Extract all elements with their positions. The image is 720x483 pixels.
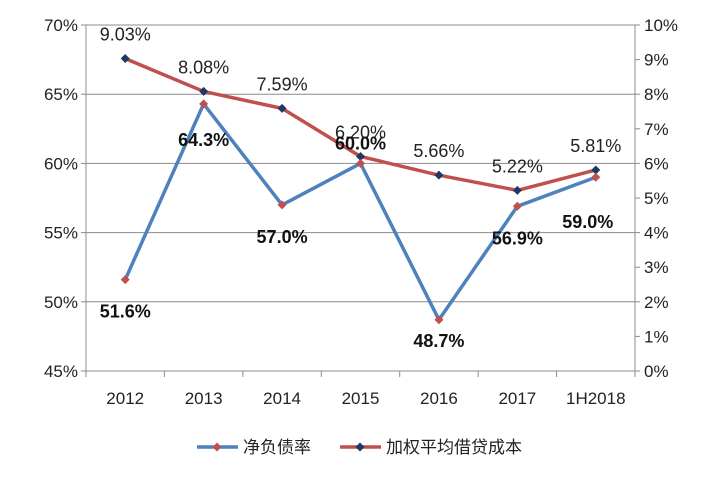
borrowing-cost-marker [591, 165, 601, 175]
legend-label-net-debt-ratio: 净负债率 [243, 438, 311, 457]
left-tick-label: 50% [44, 293, 78, 312]
x-axis-ticks: 2012 2013 2014 2015 2016 2017 1H2018 [85, 371, 636, 408]
right-tick-label: 10% [644, 16, 678, 35]
net-debt-ratio-marker [591, 172, 601, 182]
series-layer [120, 54, 601, 325]
left-tick-label: 55% [44, 224, 78, 243]
left-tick-label: 65% [44, 85, 78, 104]
x-tick-label: 2017 [498, 389, 536, 408]
left-tick-label: 70% [44, 16, 78, 35]
borrowing-cost-label: 9.03% [100, 25, 151, 45]
x-tick-label: 2013 [185, 389, 223, 408]
right-tick-label: 3% [644, 258, 669, 277]
net-debt-ratio-label: 57.0% [257, 227, 308, 247]
borrowing-cost-marker [199, 86, 209, 96]
net-debt-ratio-label: 48.7% [413, 331, 464, 351]
x-tick-label: 2016 [420, 389, 458, 408]
borrowing-cost-marker [120, 54, 130, 64]
right-tick-label: 8% [644, 85, 669, 104]
net-debt-ratio-marker [277, 200, 287, 210]
legend: 净负债率 加权平均借贷成本 [197, 438, 522, 457]
data-labels: 9.03% 8.08% 7.59% 6.20% 5.66% 5.22% 5.81% 51.6%… [100, 25, 622, 351]
borrowing-cost-label: 5.22% [492, 156, 543, 176]
borrowing-cost-label: 8.08% [178, 57, 229, 77]
right-tick-label: 6% [644, 154, 669, 173]
x-tick-label: 1H2018 [566, 389, 626, 408]
net-debt-ratio-marker [120, 275, 130, 285]
legend-label-borrowing-cost: 加权平均借贷成本 [386, 438, 522, 457]
left-axis-ticks: 45% 50% 55% 60% 65% 70% [44, 16, 86, 381]
left-tick-label: 45% [44, 362, 78, 381]
borrowing-cost-marker [356, 151, 365, 161]
right-tick-label: 9% [644, 51, 669, 70]
right-tick-label: 0% [644, 362, 669, 381]
right-tick-label: 4% [644, 224, 669, 243]
legend-marker-net-debt-ratio [212, 442, 222, 452]
right-tick-label: 2% [644, 293, 669, 312]
borrowing-cost-label: 6.20% [335, 122, 386, 142]
net-debt-ratio-marker [199, 99, 209, 109]
right-axis-ticks: 0% 1% 2% 3% 4% 5% 6% 7% 8% 9% 10% [635, 16, 678, 381]
right-tick-label: 7% [644, 120, 669, 139]
left-tick-label: 60% [44, 154, 78, 173]
net-debt-ratio-marker [512, 201, 522, 211]
net-debt-ratio-label: 60.0% [335, 133, 386, 153]
net-debt-ratio-marker [356, 158, 365, 168]
legend-marker-borrowing-cost [355, 442, 365, 452]
borrowing-cost-label: 5.81% [570, 136, 621, 156]
net-debt-ratio-label: 51.6% [100, 302, 151, 322]
borrowing-cost-label: 5.66% [413, 141, 464, 161]
x-tick-label: 2012 [106, 389, 144, 408]
x-tick-label: 2014 [263, 389, 301, 408]
borrowing-cost-marker [434, 170, 444, 180]
borrowing-cost-marker [277, 103, 287, 113]
net-debt-ratio-label: 64.3% [178, 130, 229, 150]
right-tick-label: 5% [644, 189, 669, 208]
borrowing-cost-marker [512, 185, 522, 195]
net-debt-ratio-label: 56.9% [492, 228, 543, 248]
net-debt-ratio-label: 59.0% [562, 212, 613, 232]
borrowing-cost-label: 7.59% [257, 74, 308, 94]
x-tick-label: 2015 [342, 389, 380, 408]
net-debt-ratio-marker [434, 315, 444, 325]
right-tick-label: 1% [644, 327, 669, 346]
